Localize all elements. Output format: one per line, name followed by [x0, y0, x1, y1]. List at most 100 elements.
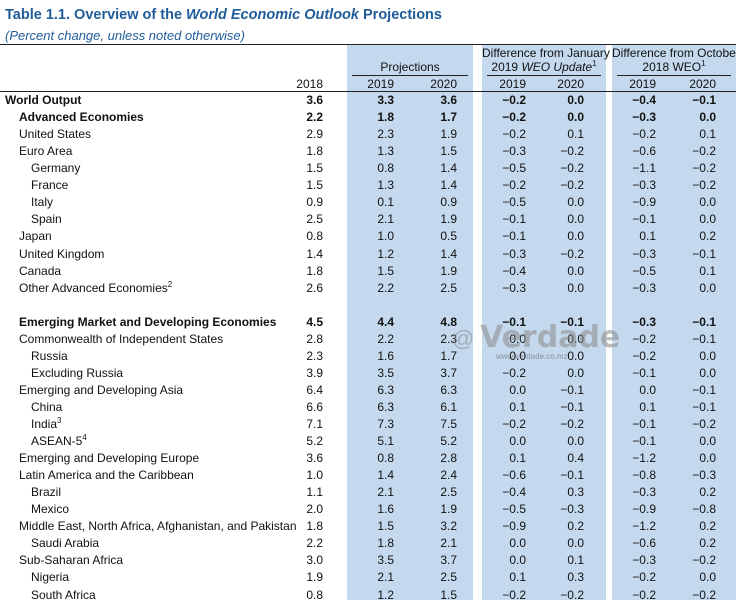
row-value: 1.8 — [306, 263, 323, 278]
row-value: 0.9 — [440, 195, 457, 210]
row-value: 2.9 — [306, 127, 323, 142]
row-value: −0.3 — [632, 280, 656, 295]
row-value: −0.2 — [632, 570, 656, 585]
row-label: Advanced Economies — [19, 110, 144, 124]
row-value: −0.2 — [502, 127, 526, 142]
row-value: 1.9 — [440, 127, 457, 142]
table-row: Excluding Russia 3.9 3.5 3.7 −0.2 0.0 −0.1 0.0 — [0, 365, 736, 382]
row-value: 0.0 — [699, 212, 716, 227]
row-value: −0.1 — [692, 93, 716, 107]
row-value: 0.0 — [509, 382, 526, 397]
row-value: 0.0 — [699, 195, 716, 210]
row-value: 0.0 — [699, 280, 716, 295]
watermark-text: Verdade — [480, 320, 621, 355]
row-value: 0.0 — [567, 110, 584, 124]
row-label: Euro Area — [19, 144, 73, 159]
row-value: 0.0 — [567, 93, 584, 107]
row-value: 2.0 — [306, 502, 323, 517]
row-value: −0.2 — [632, 348, 656, 363]
table-row: Other Advanced Economies2 2.6 2.2 2.5 −0.3 0.… — [0, 280, 736, 297]
row-value: −0.1 — [632, 365, 656, 380]
row-value: 0.0 — [509, 553, 526, 568]
row-value: −0.2 — [692, 144, 716, 159]
row-value: 0.0 — [699, 570, 716, 585]
row-value: −0.2 — [502, 587, 526, 602]
row-value: −0.1 — [692, 331, 716, 346]
row-value: −0.3 — [502, 144, 526, 159]
row-value: −0.4 — [502, 263, 526, 278]
row-value: −0.2 — [632, 127, 656, 142]
row-value: −0.1 — [560, 468, 584, 483]
table-title: Table 1.1. Overview of the World Economi… — [5, 7, 442, 23]
row-value: −1.1 — [632, 161, 656, 176]
table-row: Japan 0.8 1.0 0.5 −0.1 0.0 0.1 0.2 — [0, 228, 736, 245]
row-value: 0.0 — [567, 348, 584, 363]
row-value: 0.8 — [306, 229, 323, 244]
row-value: −0.2 — [692, 178, 716, 193]
row-value: 1.3 — [377, 178, 394, 193]
year-header-2: 2020 — [430, 77, 457, 91]
row-value: 2.6 — [306, 280, 323, 295]
row-value: 6.6 — [306, 399, 323, 414]
row-value: 2.1 — [377, 570, 394, 585]
row-value: 2.5 — [306, 212, 323, 227]
row-value: −0.1 — [692, 246, 716, 261]
row-value: 0.0 — [567, 331, 584, 346]
row-value: −0.2 — [502, 178, 526, 193]
row-value: 5.1 — [377, 434, 394, 448]
row-value: −0.8 — [692, 502, 716, 517]
row-value: −0.3 — [632, 246, 656, 261]
row-value: 1.1 — [306, 485, 323, 500]
table-row: Advanced Economies 2.2 1.8 1.7 −0.2 0.0 −0.3 0.… — [0, 109, 736, 126]
row-value: 1.5 — [306, 178, 323, 193]
row-value: 0.0 — [567, 229, 584, 244]
row-label: Emerging Market and Developing Economies — [19, 314, 277, 329]
table-row: Euro Area 1.8 1.3 1.5 −0.3 −0.2 −0.6 −0.2 — [0, 143, 736, 160]
row-value: 2.3 — [377, 127, 394, 142]
row-value: 1.6 — [377, 348, 394, 363]
row-value: −1.2 — [632, 451, 656, 466]
row-value: −0.2 — [632, 331, 656, 346]
row-value: 0.8 — [306, 587, 323, 602]
row-value: 0.1 — [567, 127, 584, 142]
top-rule — [0, 44, 736, 45]
row-value: 0.0 — [509, 348, 526, 363]
row-label: Japan — [19, 229, 52, 244]
row-value: −0.2 — [502, 416, 526, 431]
row-value: 3.6 — [440, 93, 457, 107]
row-label: Emerging and Developing Europe — [19, 451, 200, 466]
row-value: −0.1 — [502, 229, 526, 244]
row-value: 1.5 — [377, 263, 394, 278]
row-value: 4.5 — [306, 314, 323, 329]
row-value: 0.0 — [509, 331, 526, 346]
jan-diff-header-line1: Difference from January — [482, 46, 610, 60]
row-value: −0.1 — [692, 399, 716, 414]
row-value: −0.9 — [632, 502, 656, 517]
row-value: 6.3 — [377, 382, 394, 397]
table-subtitle: (Percent change, unless noted otherwise) — [5, 28, 245, 43]
row-value: 0.2 — [699, 485, 716, 500]
table-row: France 1.5 1.3 1.4 −0.2 −0.2 −0.3 −0.2 — [0, 177, 736, 194]
table-row: Germany 1.5 0.8 1.4 −0.5 −0.2 −1.1 −0.2 — [0, 160, 736, 177]
row-value: 3.7 — [440, 553, 457, 568]
row-value: −0.2 — [502, 110, 526, 124]
header-rule — [0, 91, 736, 92]
row-value: 3.5 — [377, 365, 394, 380]
row-label: France — [31, 178, 69, 193]
year-header-4: 2020 — [557, 77, 584, 91]
jan-diff-shading — [482, 44, 606, 600]
row-value: 3.2 — [440, 519, 457, 534]
row-value: 3.5 — [377, 553, 394, 568]
row-value: 1.9 — [306, 570, 323, 585]
table-row: China 6.6 6.3 6.1 0.1 −0.1 0.1 −0.1 — [0, 399, 736, 416]
row-value: 0.1 — [377, 195, 394, 210]
row-label: United Kingdom — [19, 246, 105, 261]
row-value: −0.3 — [502, 246, 526, 261]
row-value: 1.9 — [440, 502, 457, 517]
watermark-url: www.verdade.co.mz — [496, 352, 568, 361]
table-row: Sub-Saharan Africa 3.0 3.5 3.7 0.0 0.1 −0.3 −0.… — [0, 552, 736, 569]
row-value: −0.6 — [632, 536, 656, 551]
row-label: ASEAN-54 — [31, 433, 87, 449]
row-value: 3.6 — [306, 93, 323, 107]
row-value: 0.0 — [567, 263, 584, 278]
